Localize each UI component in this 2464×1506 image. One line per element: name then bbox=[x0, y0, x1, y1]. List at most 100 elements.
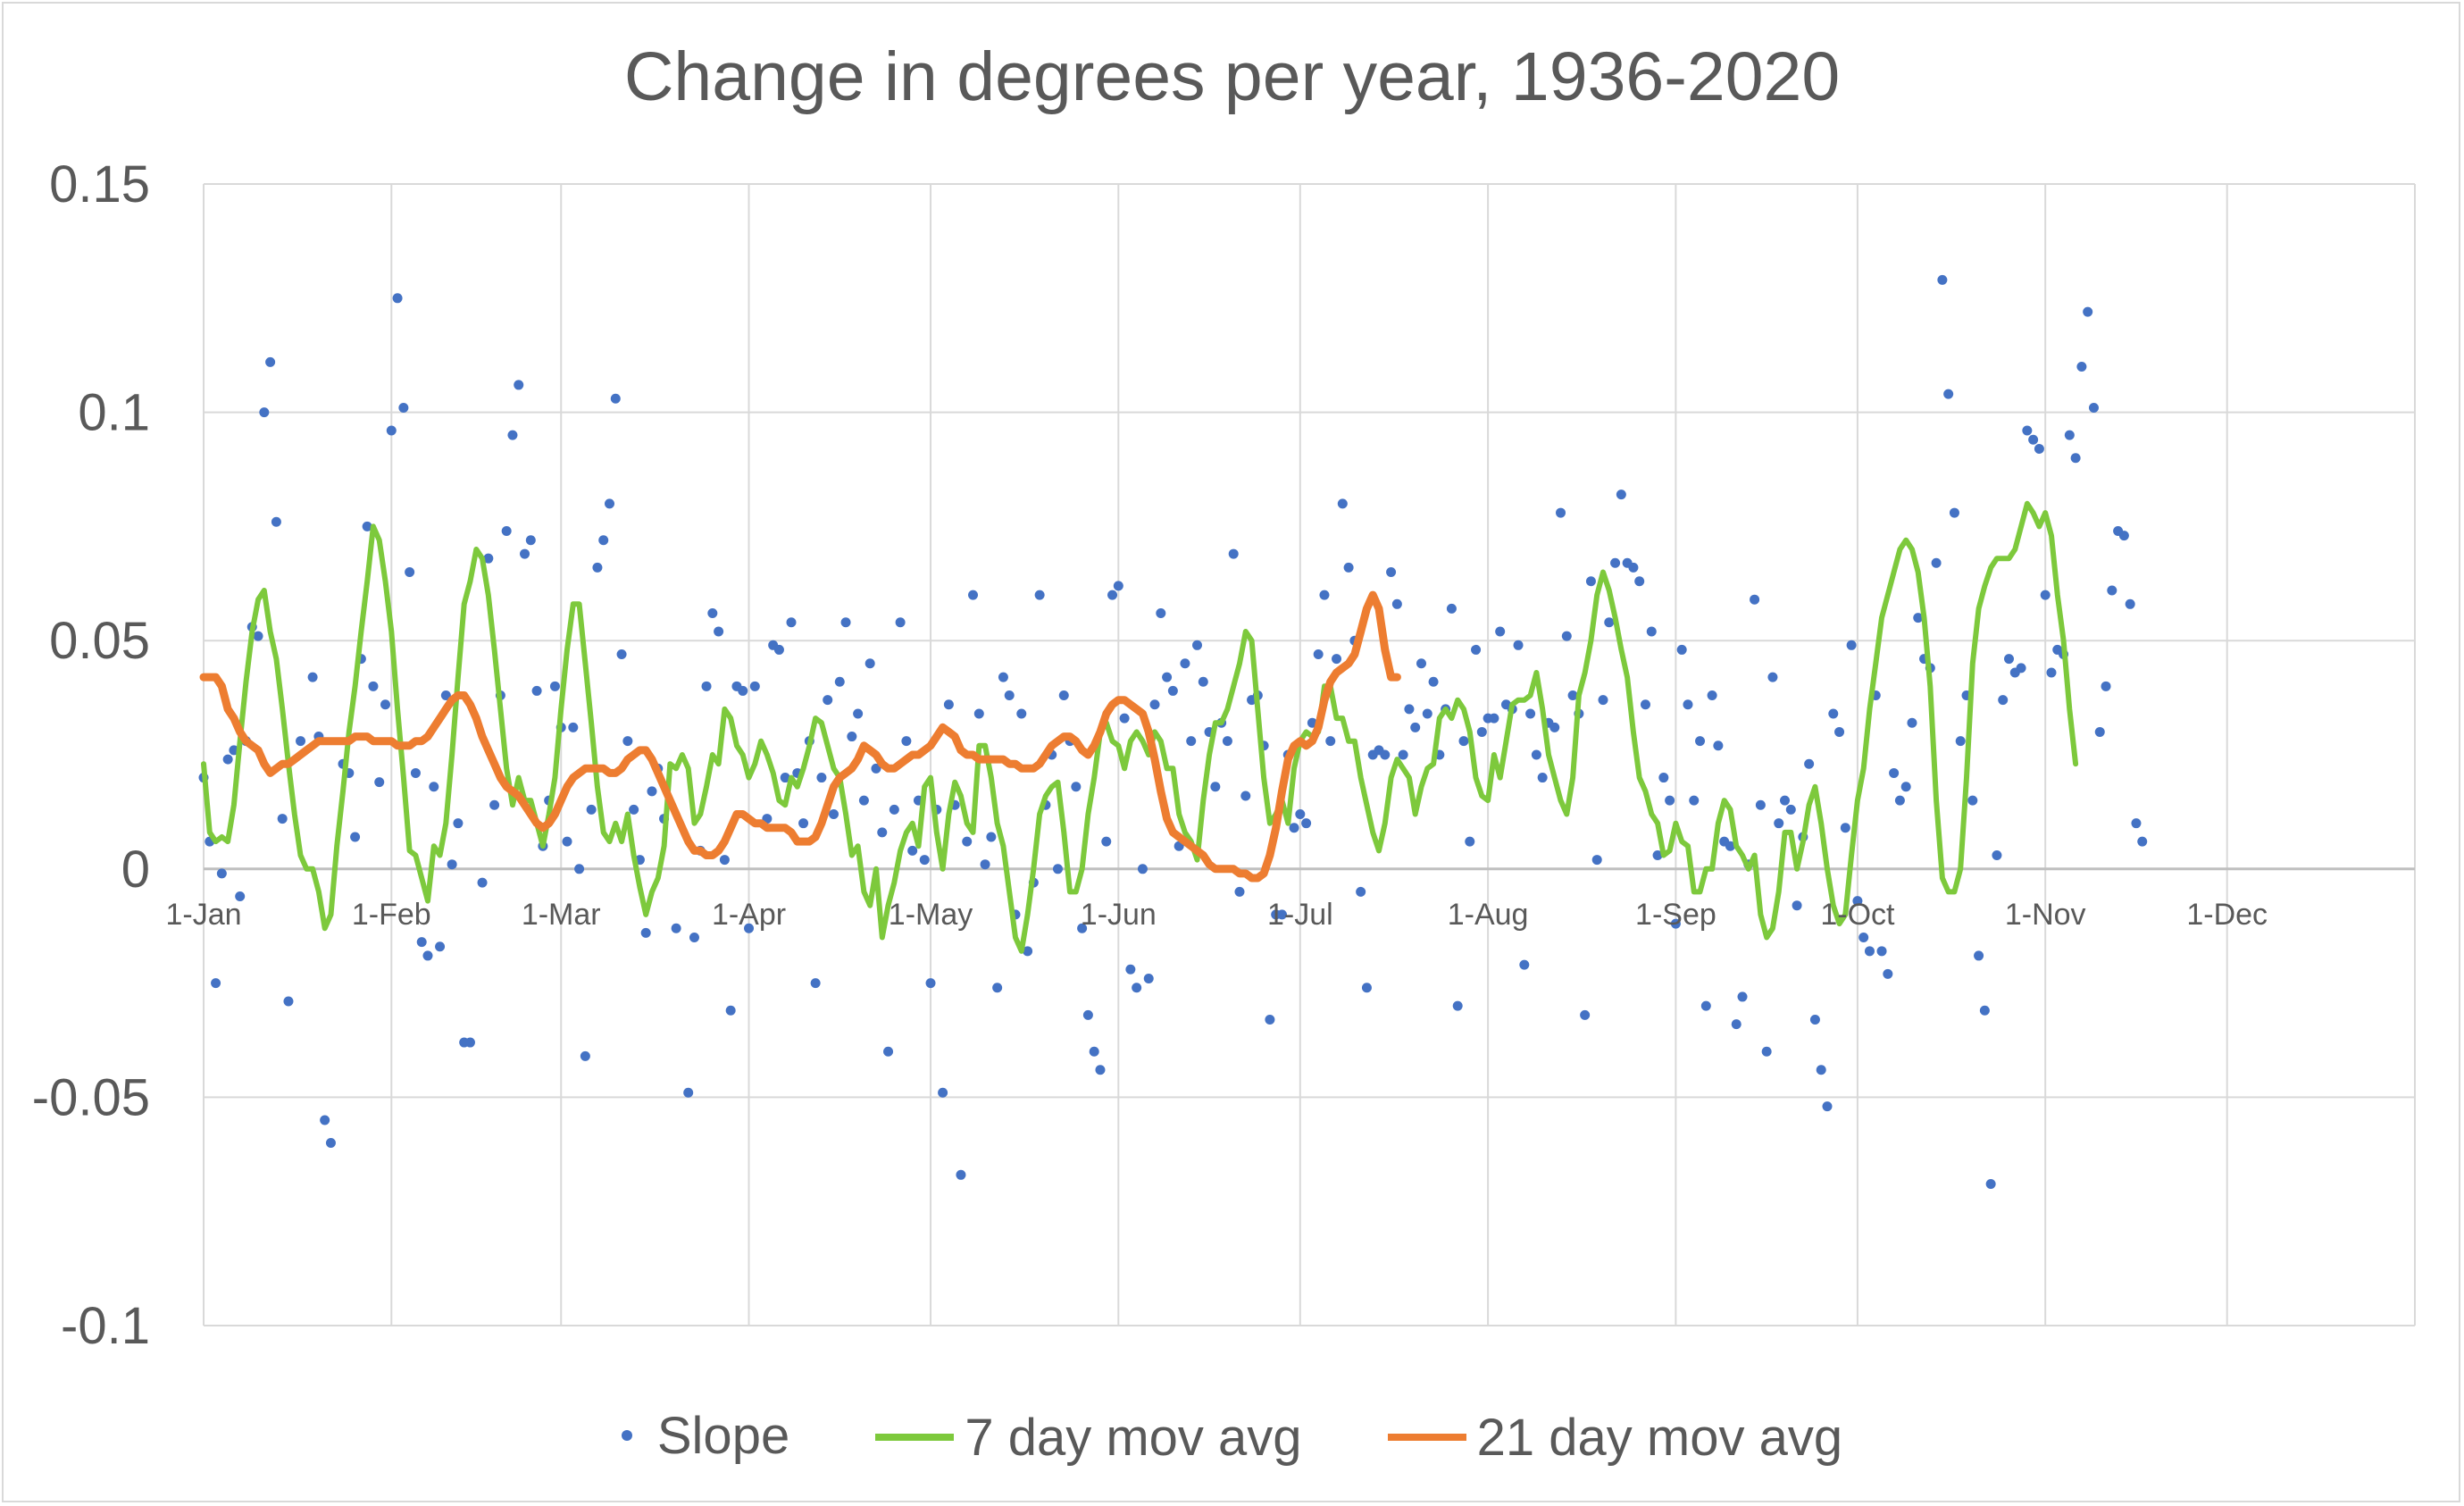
slope-point bbox=[1452, 1000, 1463, 1011]
slope-point bbox=[362, 521, 372, 531]
slope-point bbox=[598, 535, 609, 546]
slope-point bbox=[271, 516, 281, 527]
slope-point bbox=[568, 722, 579, 732]
slope-point bbox=[1337, 498, 1348, 509]
slope-point bbox=[2076, 361, 2087, 372]
slope-point bbox=[2094, 726, 2105, 737]
slope-point bbox=[1458, 736, 1469, 747]
slope-point bbox=[1828, 708, 1839, 719]
slope-point bbox=[549, 681, 560, 691]
slope-point bbox=[1034, 590, 1045, 600]
slope-point bbox=[1240, 791, 1251, 801]
slope-point bbox=[1580, 1009, 1591, 1020]
slope-point bbox=[296, 736, 306, 747]
slope-point bbox=[938, 1087, 948, 1098]
slope-point bbox=[610, 393, 621, 404]
slope-point bbox=[1156, 608, 1166, 619]
slope-point bbox=[1186, 736, 1197, 747]
slope-point bbox=[1816, 1065, 1826, 1075]
slope-point bbox=[1391, 598, 1402, 609]
slope-point bbox=[307, 672, 318, 682]
legend-item-slope: Slope bbox=[621, 1406, 789, 1466]
slope-point bbox=[1004, 690, 1015, 701]
slope-point bbox=[744, 923, 755, 933]
slope-point bbox=[864, 658, 875, 669]
slope-point bbox=[780, 773, 790, 783]
legend-item-7day: 7 day mov avg bbox=[875, 1408, 1302, 1468]
slope-point bbox=[1416, 658, 1426, 669]
slope-point bbox=[943, 699, 954, 710]
slope-point bbox=[1561, 631, 1572, 641]
slope-point bbox=[919, 855, 930, 866]
x-tick-label: 1-Oct bbox=[1820, 898, 1895, 932]
x-tick-label: 1-Jun bbox=[1081, 898, 1157, 932]
legend-item-21day: 21 day mov avg bbox=[1387, 1408, 1842, 1468]
slope-point bbox=[907, 845, 918, 856]
slope-point bbox=[222, 754, 233, 765]
slope-point bbox=[1531, 749, 1541, 760]
slope-point bbox=[1731, 1019, 1742, 1030]
slope-point bbox=[925, 978, 936, 989]
slope-point bbox=[1755, 799, 1766, 810]
slope-point bbox=[283, 996, 294, 1007]
slope-point bbox=[398, 402, 409, 413]
slope-point bbox=[520, 548, 530, 559]
x-tick-label: 1-Apr bbox=[712, 898, 786, 932]
y-axis-ticks: 0.15 0.1 0.05 0 -0.05 -0.1 bbox=[32, 155, 150, 1355]
slope-point bbox=[1295, 808, 1306, 819]
slope-point bbox=[1840, 823, 1850, 833]
slope-point bbox=[1132, 983, 1142, 993]
slope-point bbox=[1343, 562, 1354, 573]
slope-point bbox=[1658, 773, 1669, 783]
slope-point bbox=[2034, 443, 2044, 454]
slope-point bbox=[1809, 1014, 1820, 1025]
slope-point bbox=[1689, 795, 1700, 806]
slope-point bbox=[350, 832, 361, 842]
slope-point bbox=[956, 1169, 966, 1180]
slope-point bbox=[1077, 923, 1088, 933]
slope-point bbox=[531, 685, 542, 696]
slope-point bbox=[483, 553, 494, 564]
slope-point bbox=[368, 681, 379, 691]
slope-point bbox=[325, 1138, 336, 1149]
y-tick-label: 0.15 bbox=[49, 155, 150, 213]
slope-point bbox=[2022, 425, 2033, 436]
slope-point bbox=[629, 804, 639, 815]
slope-point bbox=[858, 795, 869, 806]
slope-point bbox=[1071, 782, 1082, 792]
slope-point bbox=[1137, 864, 1148, 874]
slope-point bbox=[1113, 581, 1123, 591]
slope-point bbox=[1665, 795, 1675, 806]
slope-point bbox=[1471, 644, 1482, 655]
x-tick-label: 1-Nov bbox=[2005, 898, 2086, 932]
slope-point bbox=[647, 786, 657, 797]
slope-point bbox=[1628, 562, 1639, 573]
slope-point bbox=[714, 626, 724, 637]
slope-point bbox=[2070, 453, 2081, 464]
slope-point bbox=[277, 814, 288, 824]
slope-point bbox=[901, 736, 912, 747]
slope-point bbox=[1695, 736, 1706, 747]
slope-point bbox=[410, 767, 421, 778]
slope-point bbox=[719, 855, 730, 866]
slope-point bbox=[1979, 1005, 1990, 1016]
slope-point bbox=[1428, 676, 1439, 687]
legend-label-7day: 7 day mov avg bbox=[965, 1408, 1302, 1467]
slope-point bbox=[1192, 640, 1203, 650]
slope-point bbox=[1610, 557, 1621, 568]
slope-point bbox=[1332, 654, 1342, 665]
slope-point bbox=[683, 1087, 694, 1098]
slope-point bbox=[738, 685, 748, 696]
y-tick-label: 0.1 bbox=[78, 384, 150, 442]
slope-point bbox=[1943, 389, 1954, 399]
slope-point bbox=[1089, 1046, 1099, 1057]
slope-point bbox=[514, 380, 524, 390]
slope-point bbox=[973, 708, 984, 719]
slope-point bbox=[2131, 818, 2142, 829]
legend-swatch-slope bbox=[621, 1430, 632, 1441]
slope-point bbox=[895, 617, 906, 628]
slope-point bbox=[1761, 1046, 1772, 1057]
slope-point bbox=[962, 836, 973, 847]
